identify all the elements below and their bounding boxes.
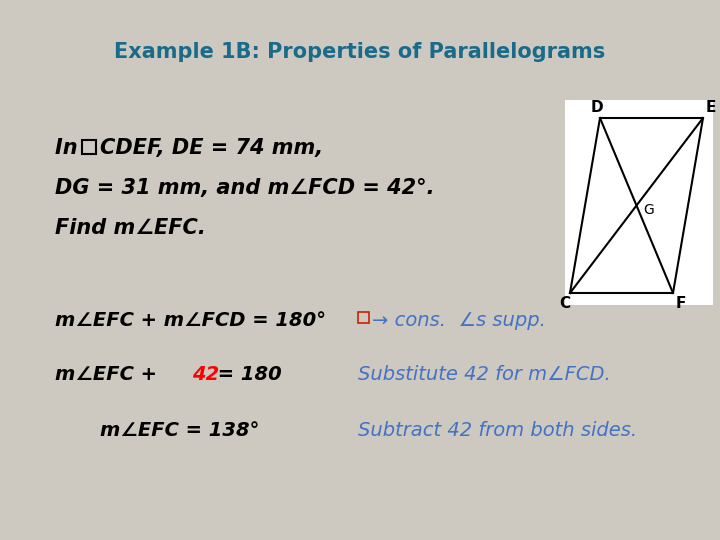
Text: CDEF, DE = 74 mm,: CDEF, DE = 74 mm, bbox=[100, 138, 323, 158]
Bar bbox=[358, 312, 369, 323]
Text: Subtract 42 from both sides.: Subtract 42 from both sides. bbox=[358, 421, 637, 440]
Text: m∠EFC +: m∠EFC + bbox=[55, 366, 163, 384]
Text: m∠EFC = 138°: m∠EFC = 138° bbox=[100, 421, 259, 440]
Text: D: D bbox=[590, 100, 603, 116]
Text: Substitute 42 for m∠FCD.: Substitute 42 for m∠FCD. bbox=[358, 366, 611, 384]
Text: DG = 31 mm, and m∠FCD = 42°.: DG = 31 mm, and m∠FCD = 42°. bbox=[55, 178, 434, 198]
Bar bbox=[82, 140, 96, 154]
Text: In: In bbox=[55, 138, 85, 158]
Text: → cons.  ∠s supp.: → cons. ∠s supp. bbox=[372, 310, 546, 329]
Text: m∠EFC + m∠FCD = 180°: m∠EFC + m∠FCD = 180° bbox=[55, 310, 340, 329]
FancyBboxPatch shape bbox=[565, 100, 713, 305]
Text: 42: 42 bbox=[192, 366, 220, 384]
Text: Find m∠EFC.: Find m∠EFC. bbox=[55, 218, 206, 238]
Text: Example 1B: Properties of Parallelograms: Example 1B: Properties of Parallelograms bbox=[114, 42, 606, 62]
Text: C: C bbox=[559, 295, 570, 310]
Text: E: E bbox=[706, 100, 716, 116]
Text: G: G bbox=[643, 204, 654, 218]
Text: F: F bbox=[676, 295, 686, 310]
Text: = 180: = 180 bbox=[211, 366, 282, 384]
